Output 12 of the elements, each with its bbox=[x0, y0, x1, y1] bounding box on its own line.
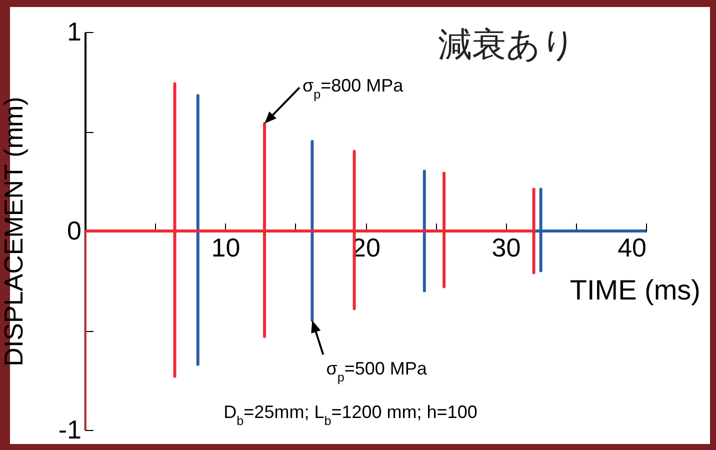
annotation: D$_{b}$=25mm; L$_{b}$=1200 mm; h=100 bbox=[224, 402, 478, 428]
annotation: σ$_{p}$=800 MPa bbox=[302, 76, 404, 102]
y-axis-title: DISPLACEMENT (mm) bbox=[0, 96, 28, 366]
x-axis-title: TIME (ms) bbox=[570, 274, 700, 306]
y-tick-label: 1 bbox=[67, 16, 82, 46]
x-tick-label: 10 bbox=[211, 232, 240, 262]
x-tick-label: 30 bbox=[492, 232, 521, 262]
y-tick-label: 0 bbox=[67, 216, 82, 246]
y-tick-label: -1 bbox=[58, 414, 82, 444]
annotation: σ$_{p}$=500 MPa bbox=[326, 358, 428, 385]
chart-title: 減衰あり bbox=[438, 26, 576, 64]
x-tick-label: 40 bbox=[618, 232, 646, 262]
